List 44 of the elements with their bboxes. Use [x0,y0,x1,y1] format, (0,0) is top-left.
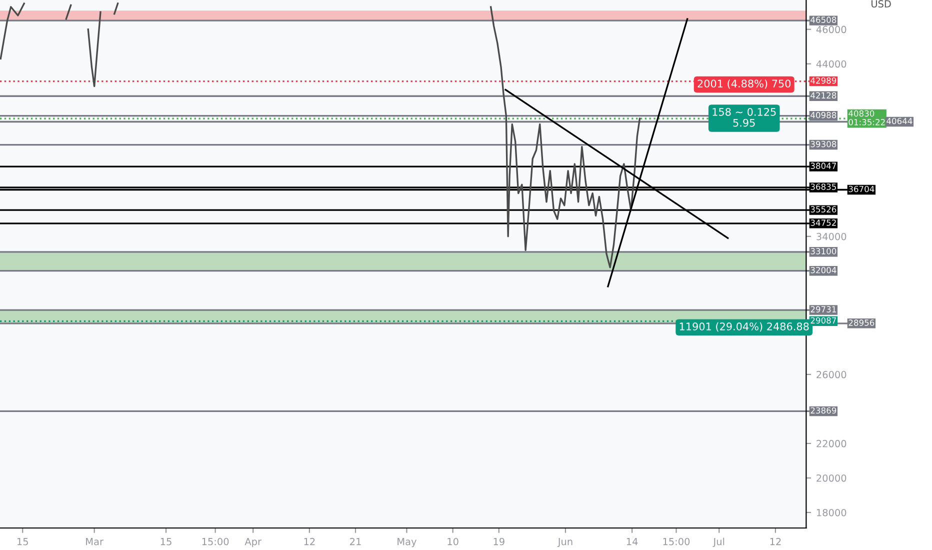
ref-line-label: 40830 01:35:22 [848,110,885,126]
x-tick-label: 21 [350,538,361,546]
x-tick-label: Mar [86,538,104,546]
y-tick-label: 18000 [816,508,846,516]
y-tick-label: 26000 [816,370,846,378]
x-tick-label: Jul [712,538,724,548]
ref-line-label: 34752 [810,220,836,226]
x-tick-label: Jun [557,538,572,548]
annotation: 2001 (4.88%) 750 [698,79,791,89]
ref-line-label: 39308 [810,140,836,148]
y-tick-label: 44000 [816,60,846,68]
ref-line-label: 36835 [810,184,836,190]
ref-line-label: 29087 [810,317,836,324]
x-tick-label: Apr [244,538,262,548]
ref-line-label: 42989 [810,77,836,84]
ref-line-label: 38047 [810,162,836,169]
ref-line-label: 28956 [848,320,874,326]
ref-line-label: 40988 [810,112,836,118]
ref-line-label: 40644 [886,118,912,124]
ref-line-label: 35526 [810,206,836,212]
x-tick-label: May [398,538,416,548]
ref-line-label: 42128 [810,92,836,99]
annotation: 158 ~ 0.125 5.95 [712,108,776,127]
ref-line-label: 32004 [810,266,836,274]
x-tick-label: 12 [770,538,781,546]
x-tick-label: 15:00 [663,538,690,546]
x-tick-label: 15 [18,538,28,546]
x-tick-label: 12 [304,538,315,546]
ref-line-label: 33100 [810,248,836,254]
ref-line-label: 29731 [810,306,836,312]
y-axis-title: USD [872,0,891,8]
y-tick-label: 34000 [816,232,846,240]
ref-line-label: 36704 [848,186,874,192]
x-tick-label: 19 [494,538,504,546]
y-tick-label: 22000 [816,440,846,448]
x-tick-label: 15 [160,538,172,546]
ref-line-label: 46508 [810,16,836,23]
ref-line-label: 23869 [810,407,836,414]
x-tick-label: 15:00 [202,538,229,546]
y-tick-label: 20000 [816,474,846,482]
x-tick-label: 10 [448,538,458,546]
x-tick-label: 14 [626,538,638,546]
annotation: 11901 (29.04%) 2486.88 [680,322,809,332]
y-tick-label: 46000 [816,26,846,34]
